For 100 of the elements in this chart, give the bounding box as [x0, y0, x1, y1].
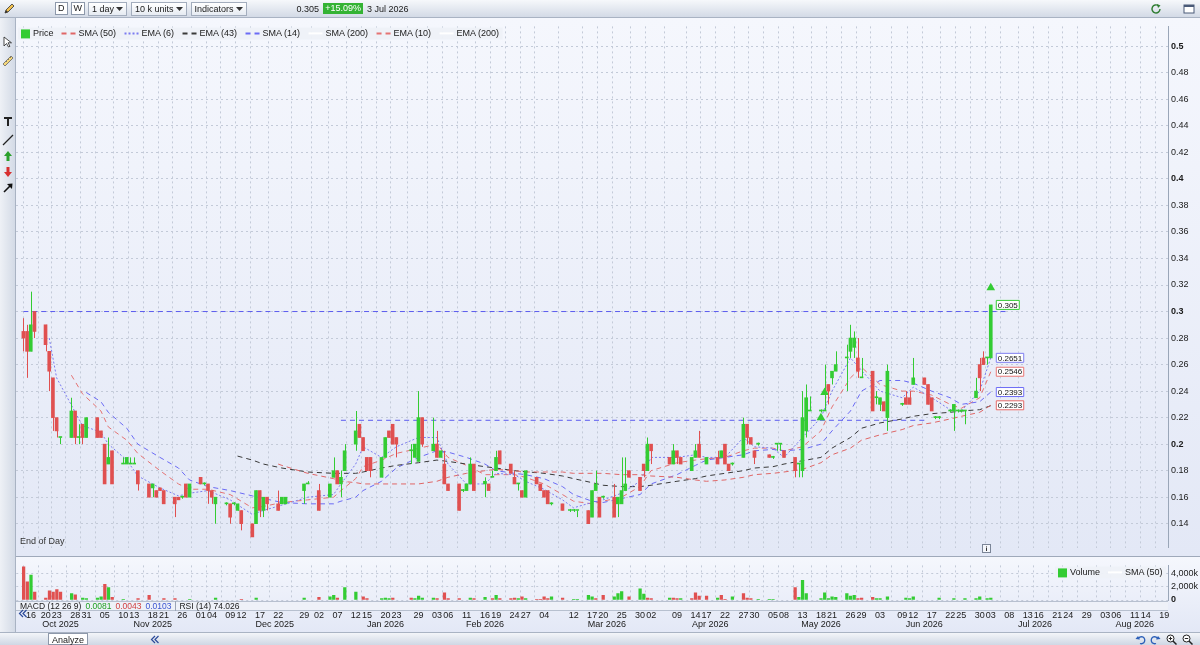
x-tick-label: 22 [273, 609, 284, 620]
x-tick-label: 09 [225, 609, 236, 620]
candlestick [239, 509, 244, 531]
y-tick-label: 0.46 [1171, 93, 1189, 104]
x-tick-label: 06 [443, 609, 454, 620]
legend-label: EMA (10) [393, 28, 432, 39]
text: Indicators [194, 2, 234, 15]
x-tick-label: 19 [491, 609, 502, 620]
y-tick-label: 0.42 [1171, 146, 1189, 157]
x-tick-label: 12 [568, 609, 579, 620]
candlestick [276, 490, 280, 511]
candlestick [483, 476, 487, 498]
bar [586, 595, 591, 600]
bar [29, 574, 33, 600]
x-tick-label: 13 [129, 609, 140, 620]
text: 0.305 [296, 3, 320, 14]
y-tick-label: 0.28 [1171, 332, 1189, 343]
x-tick-label: 11 [1130, 609, 1140, 620]
x2-tick-label: Oct 2025 [42, 618, 79, 629]
x-tick-label: 12 [236, 609, 247, 620]
bar [483, 597, 487, 600]
x-tick-label: 24 [509, 609, 520, 620]
x-tick-label: 17 [926, 609, 937, 620]
bar [51, 591, 55, 600]
candlestick [852, 330, 856, 359]
x-tick-label: 04 [206, 609, 217, 620]
bar [601, 595, 605, 600]
y-tick-label: 0.4 [1171, 173, 1184, 184]
bar [520, 596, 524, 600]
x-tick-label: 29 [856, 609, 867, 620]
x-tick-label: 30 [635, 609, 646, 620]
legend-label: SMA (50) [78, 28, 117, 39]
text: 1 day [92, 2, 115, 15]
bar [332, 595, 336, 600]
x2-tick-label: Nov 2025 [133, 618, 173, 629]
x-tick-label: 08 [779, 609, 790, 620]
legend-label: Price [33, 28, 54, 39]
bar [99, 596, 103, 600]
bar [106, 587, 111, 600]
legend-label: SMA (50) [1124, 567, 1163, 578]
x-tick-label: 03 [1100, 609, 1111, 620]
x-tick-label: 13 [1022, 609, 1033, 620]
x-tick-label: 30 [974, 609, 985, 620]
bar [542, 596, 546, 600]
bar [328, 596, 332, 600]
bar [47, 590, 52, 600]
bar [494, 595, 498, 600]
legend-label: SMA (14) [262, 28, 301, 39]
x-tick-label: 26 [177, 609, 188, 620]
point [986, 282, 996, 291]
x-tick-label: 05 [99, 609, 110, 620]
x-tick-label: 23 [391, 609, 402, 620]
bar [852, 595, 856, 600]
legend-label: Volume [1069, 567, 1100, 578]
x-tick-label: 18 [815, 609, 826, 620]
x-tick-label: 13 [797, 609, 808, 620]
x-tick-label: 23 [51, 609, 62, 620]
bar [627, 596, 631, 600]
bar [911, 596, 915, 600]
bar [620, 591, 624, 600]
x2-tick-label: May 2026 [801, 618, 841, 629]
y-tick-label: 0.24 [1171, 385, 1189, 396]
text: RSI (14) 74.026 [175, 601, 240, 611]
x-tick-label: 12 [350, 609, 361, 620]
x-tick-label: 29 [1081, 609, 1092, 620]
x-tick-label: 05 [768, 609, 779, 620]
x-tick-label: 15 [361, 609, 372, 620]
x-tick-label: 03 [875, 609, 886, 620]
bar [110, 597, 114, 600]
x-tick-label: 17 [701, 609, 712, 620]
bar [830, 596, 834, 600]
x2-tick-label: Jan 2026 [366, 618, 404, 629]
x-tick-label: 10 [118, 609, 129, 620]
bar [845, 593, 849, 600]
candlestick [435, 430, 439, 458]
bar [793, 587, 797, 600]
y-tick-label: 4,000k [1171, 568, 1199, 579]
candlestick [856, 337, 860, 379]
x-tick-label: 16 [1033, 609, 1044, 620]
bar [33, 591, 37, 600]
legend-label: EMA (6) [141, 28, 175, 39]
x-tick-label: 26 [845, 609, 856, 620]
y-tick-label: 0.32 [1171, 279, 1189, 290]
x-tick-label: 08 [1004, 609, 1015, 620]
bar [549, 596, 554, 600]
x-tick-label: 17 [254, 609, 265, 620]
x-tick-label: 02 [313, 609, 324, 620]
bar [612, 596, 616, 600]
bar [343, 587, 347, 600]
data-label: 0.2293 [997, 401, 1023, 410]
x-tick-label: 30 [749, 609, 760, 620]
y-tick-label: 0.36 [1171, 226, 1189, 237]
bar [638, 588, 642, 600]
data-label: 0.2651 [997, 353, 1023, 363]
x2-tick-label: Jul 2026 [1018, 618, 1053, 629]
bar [69, 593, 74, 600]
candlestick [612, 483, 616, 518]
x-tick-label: 25 [956, 609, 967, 620]
bar [697, 595, 701, 600]
x-tick-label: 03 [432, 609, 443, 620]
